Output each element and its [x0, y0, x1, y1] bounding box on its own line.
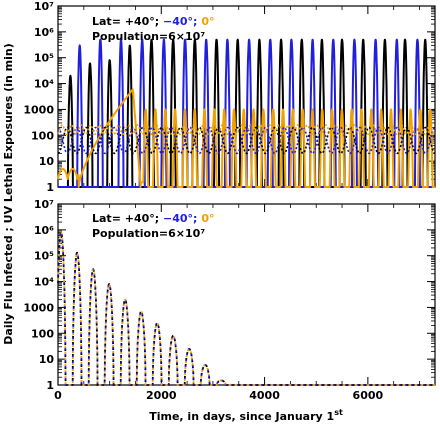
bottom-plot-frame: [57, 203, 436, 386]
bottom-xtick-label: 2000: [146, 389, 177, 402]
top-ytick-label: 10⁵: [34, 52, 54, 65]
x-axis-title-main: Time, in days, since January 1: [149, 410, 334, 423]
top-series-line-4: [57, 126, 436, 155]
bottom-ytick-label: 10⁷: [34, 198, 54, 211]
bottom-ytick-label: 1000: [23, 301, 54, 314]
bottom-ytick-label: 100: [31, 327, 54, 340]
top-ytick-label: 100: [31, 129, 54, 142]
bottom-series: [57, 231, 435, 386]
bottom-panel: 1 10 100 1000 10⁴ 10⁵ 10⁶ 10⁷ 0 2000 4000 6000 Lat…: [23, 198, 436, 402]
bottom-series-line-2: [57, 231, 435, 386]
bottom-series-line-1: [57, 231, 435, 386]
bottom-x-tick-labels: 0 2000 4000 6000: [54, 389, 383, 402]
bottom-legend-prefix: Lat=: [92, 212, 125, 225]
svg-text:Lat= +40°; −: Lat= +40°; −40°; 0°: [92, 212, 214, 225]
top-ytick-label: 10: [39, 155, 55, 168]
top-legend-population: Population=6×10⁷: [92, 30, 205, 43]
bottom-series-line-0: [57, 231, 435, 386]
top-legend-lat-plus40: +40°;: [125, 15, 159, 28]
top-series-line-3: [57, 126, 436, 155]
bottom-ytick-label: 10⁴: [34, 276, 54, 289]
bottom-xtick-label: 0: [54, 389, 62, 402]
top-legend-prefix: Lat=: [92, 15, 125, 28]
bottom-ytick-label: 10: [39, 353, 55, 366]
bottom-legend-lat-0: 0°: [201, 212, 214, 225]
top-ytick-label: 10⁶: [34, 26, 54, 39]
top-legend-lat-minus40: −40°;: [163, 15, 197, 28]
bottom-ytick-label: 10⁵: [34, 250, 54, 263]
bottom-legend-lat-plus40: +40°;: [125, 212, 159, 225]
x-axis-title-superscript: st: [334, 408, 343, 417]
bottom-ticks: [57, 203, 435, 386]
bottom-ytick-label: 10⁶: [34, 224, 54, 237]
top-series-line-2: [57, 88, 436, 188]
svg-text:Lat= +40°; −: Lat= +40°; −40°; 0°: [92, 15, 214, 28]
x-axis-title: Time, in days, since January 1st: [149, 408, 343, 423]
top-panel: 1 10 100 1000 10⁴ 10⁵ 10⁶ 10⁷ Lat= +40°; −40°; …: [23, 0, 436, 194]
top-ytick-label: 10⁷: [34, 0, 54, 13]
top-legend-lat-0: 0°: [201, 15, 214, 28]
top-ytick-label: 10⁴: [34, 78, 54, 91]
bottom-legend-population: Population=6×10⁷: [92, 227, 205, 240]
top-y-tick-labels: 1 10 100 1000 10⁴ 10⁵ 10⁶ 10⁷: [23, 0, 54, 194]
bottom-y-tick-labels: 1 10 100 1000 10⁴ 10⁵ 10⁶ 10⁷: [23, 198, 54, 392]
y-axis-title: Daily Flu Infected ; UV Lethal Exposures…: [2, 43, 15, 344]
top-legend: Lat= +40°; −40°; 0° Population=6×10⁷: [92, 15, 214, 43]
bottom-legend-lat-minus40: −40°;: [163, 212, 197, 225]
top-ytick-label: 1: [46, 181, 54, 194]
bottom-ytick-label: 1: [46, 379, 54, 392]
bottom-xtick-label: 6000: [353, 389, 384, 402]
bottom-legend: Lat= +40°; −40°; 0° Population=6×10⁷: [92, 212, 214, 240]
bottom-xtick-label: 4000: [249, 389, 280, 402]
top-ytick-label: 1000: [23, 103, 54, 116]
top-series: [57, 38, 436, 188]
